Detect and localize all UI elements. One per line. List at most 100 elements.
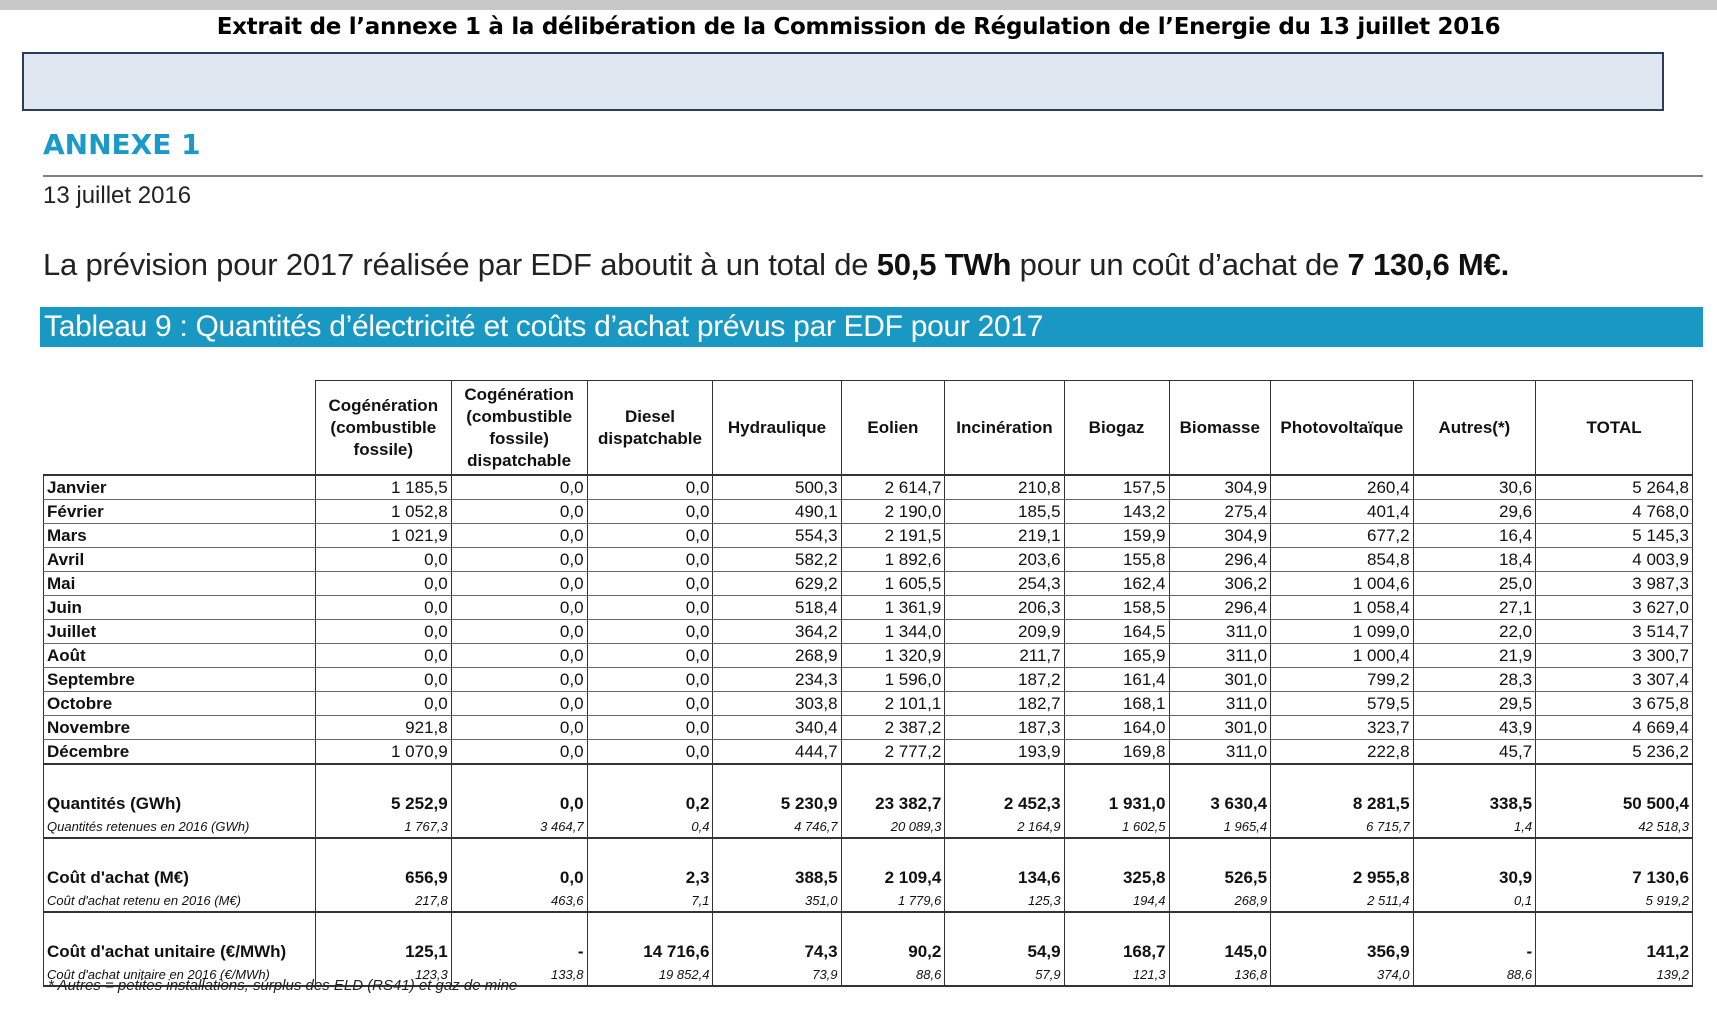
- table-cell: 16,4: [1412, 523, 1537, 548]
- table-cell: 164,0: [1063, 715, 1170, 740]
- table-cell: 526,5: [1168, 837, 1272, 891]
- table-cell: 799,2: [1270, 667, 1414, 692]
- intro-sentence: La prévision pour 2017 réalisée par EDF …: [43, 247, 1509, 283]
- month-row: Juin 0,0 0,0 0,0 518,4 1 361,9 206,3 158,5 296,4…: [43, 595, 1693, 620]
- table-cell: 1 596,0: [840, 667, 946, 692]
- intro-text-start: La prévision pour 2017 réalisée par EDF …: [43, 247, 877, 282]
- table-cell: 0,0: [314, 547, 452, 572]
- tableau-title: Tableau 9 : Quantités d’électricité et c…: [40, 307, 1703, 347]
- table-cell: 1 058,4: [1270, 595, 1414, 620]
- table-cell: 209,9: [944, 619, 1065, 644]
- table-cell: 0,0: [450, 691, 588, 716]
- table-cell: 143,2: [1063, 499, 1170, 524]
- table-cell: 0,0: [450, 643, 588, 668]
- table-cell: 0,0: [314, 643, 452, 668]
- table-cell: 3 675,8: [1535, 691, 1693, 716]
- table-cell: 303,8: [712, 691, 842, 716]
- table-cell: 3 514,7: [1535, 619, 1693, 644]
- table-cell: 8 281,5: [1270, 763, 1414, 817]
- table-cell: 21,9: [1412, 643, 1537, 668]
- table-cell: 629,2: [712, 571, 842, 596]
- month-row: Août 0,0 0,0 0,0 268,9 1 320,9 211,7 165,9 311,0…: [43, 643, 1693, 668]
- table-cell: 4 768,0: [1535, 499, 1693, 524]
- table-cell: 2 777,2: [840, 739, 946, 765]
- month-row: Janvier 1 185,5 0,0 0,0 500,3 2 614,7 210,8 157…: [43, 474, 1693, 500]
- table-cell: 5 264,8: [1535, 474, 1693, 500]
- row-label: Juin: [43, 595, 316, 620]
- table-cell: 0,0: [314, 691, 452, 716]
- table-cell: 139,2: [1535, 965, 1693, 987]
- row-label: Coût d'achat (M€): [43, 837, 316, 891]
- table-cell: 301,0: [1168, 667, 1272, 692]
- column-header: Incinération: [944, 380, 1065, 476]
- table-cell: 211,7: [944, 643, 1065, 668]
- row-label: Coût d'achat unitaire en 2016 (€/MWh): [43, 965, 316, 987]
- table-cell: 43,9: [1412, 715, 1537, 740]
- table-cell: 2 190,0: [840, 499, 946, 524]
- table-cell: 2 614,7: [840, 474, 946, 500]
- table-cell: -: [1412, 911, 1537, 965]
- table-cell: 145,0: [1168, 911, 1272, 965]
- table-cell: 0,0: [586, 499, 714, 524]
- table-cell: 165,9: [1063, 643, 1170, 668]
- table-cell: 20 089,3: [840, 817, 946, 839]
- table-cell: 187,3: [944, 715, 1065, 740]
- column-header: Biomasse: [1168, 380, 1272, 476]
- table-cell: 1,4: [1412, 817, 1537, 839]
- table-cell: 133,8: [450, 965, 588, 987]
- table-cell: 187,2: [944, 667, 1065, 692]
- table-cell: 0,0: [586, 547, 714, 572]
- table-cell: 3 630,4: [1168, 763, 1272, 817]
- table-cell: 54,9: [944, 911, 1065, 965]
- row-label: Avril: [43, 547, 316, 572]
- table-cell: 311,0: [1168, 691, 1272, 716]
- table-cell: 304,9: [1168, 523, 1272, 548]
- table-cell: 121,3: [1063, 965, 1170, 987]
- table-cell: 4 003,9: [1535, 547, 1693, 572]
- table-cell: 0,0: [586, 571, 714, 596]
- table-cell: 0,0: [450, 715, 588, 740]
- table-cell: 304,9: [1168, 474, 1272, 500]
- annexe-title: ANNEXE 1: [43, 128, 201, 161]
- row-label: Août: [43, 643, 316, 668]
- table-cell: 157,5: [1063, 474, 1170, 500]
- table-cell: 854,8: [1270, 547, 1414, 572]
- table-cell: 311,0: [1168, 643, 1272, 668]
- row-label: Janvier: [43, 474, 316, 500]
- table-cell: 1 185,5: [314, 474, 452, 500]
- table-cell: 306,2: [1168, 571, 1272, 596]
- table-cell: 1 320,9: [840, 643, 946, 668]
- table-cell: 219,1: [944, 523, 1065, 548]
- intro-text-middle: pour un coût d’achat de: [1011, 247, 1348, 282]
- column-header: Autres(*): [1412, 380, 1537, 476]
- table-cell: 2 511,4: [1270, 891, 1414, 913]
- table-header-row: Cogénération (combustible fossile) Cogéné…: [43, 380, 1693, 476]
- row-label: Septembre: [43, 667, 316, 692]
- table-cell: 5 145,3: [1535, 523, 1693, 548]
- table-cell: 301,0: [1168, 715, 1272, 740]
- table-cell: 134,6: [944, 837, 1065, 891]
- table-cell: 2 191,5: [840, 523, 946, 548]
- month-row: Décembre 1 070,9 0,0 0,0 444,7 2 777,2 193,9 16…: [43, 739, 1693, 765]
- table-cell: 155,8: [1063, 547, 1170, 572]
- table-cell: 0,0: [586, 474, 714, 500]
- table-cell: 1 021,9: [314, 523, 452, 548]
- table-cell: 30,9: [1412, 837, 1537, 891]
- table-cell: 50 500,4: [1535, 763, 1693, 817]
- table-cell: 18,4: [1412, 547, 1537, 572]
- table-cell: 0,0: [450, 523, 588, 548]
- table-cell: 194,4: [1063, 891, 1170, 913]
- table-cell: 1 605,5: [840, 571, 946, 596]
- column-header: Eolien: [840, 380, 946, 476]
- data-table: Cogénération (combustible fossile) Cogéné…: [43, 380, 1693, 987]
- table-cell: 29,5: [1412, 691, 1537, 716]
- table-cell: 162,4: [1063, 571, 1170, 596]
- summary-sub-row: Coût d'achat retenu en 2016 (M€) 217,8 463…: [43, 891, 1693, 913]
- table-cell: 27,1: [1412, 595, 1537, 620]
- table-cell: 141,2: [1535, 911, 1693, 965]
- table-cell: 23 382,7: [840, 763, 946, 817]
- table-cell: 338,5: [1412, 763, 1537, 817]
- month-row: Novembre 921,8 0,0 0,0 340,4 2 387,2 187,3 164,…: [43, 715, 1693, 740]
- row-label: Octobre: [43, 691, 316, 716]
- table-cell: 2 101,1: [840, 691, 946, 716]
